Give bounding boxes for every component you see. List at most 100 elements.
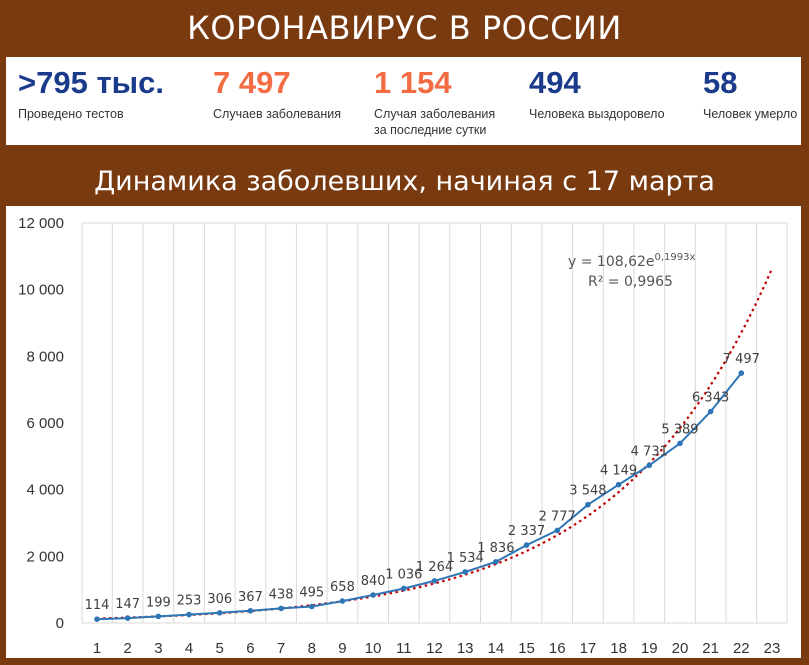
data-point <box>493 559 499 565</box>
stat-label-line: Проведено тестов <box>18 107 124 121</box>
data-point <box>216 610 223 616</box>
data-point <box>186 611 192 618</box>
data-point <box>124 615 131 621</box>
x-tick-label: 10 <box>365 640 382 657</box>
data-label: 4 731 <box>631 444 668 459</box>
x-tick-label: 3 <box>154 640 162 657</box>
y-tick-label: 6 000 <box>26 415 64 432</box>
data-label: 4 149 <box>600 464 637 479</box>
y-tick-label: 12 000 <box>18 215 64 232</box>
stat-value: 494 <box>529 65 581 100</box>
data-point <box>523 542 530 548</box>
data-label: 7 497 <box>723 352 760 367</box>
x-tick-label: 18 <box>610 640 627 657</box>
data-label: 658 <box>330 580 355 595</box>
x-tick-label: 19 <box>641 640 658 657</box>
stat-label-line: Случаев заболевания <box>213 107 341 121</box>
data-label: 114 <box>85 598 110 613</box>
data-label: 6 343 <box>692 391 729 406</box>
x-tick-label: 22 <box>733 640 750 657</box>
data-label: 147 <box>115 597 140 612</box>
x-tick-label: 12 <box>426 640 443 657</box>
stats-panel: >795 тыс. Проведено тестов 7 497 Случаев за… <box>6 57 801 145</box>
series-line <box>96 372 743 621</box>
x-tick-label: 14 <box>488 640 505 657</box>
trend-equation: y = 108,62e0,1993x <box>568 252 696 270</box>
x-tick-label: 7 <box>277 640 285 657</box>
stat-value: 1 154 <box>374 65 452 100</box>
data-label: 1 534 <box>447 551 484 566</box>
data-point <box>585 501 591 508</box>
page-title: КОРОНАВИРУС В РОССИИ <box>0 0 809 56</box>
stat-value: 58 <box>703 65 738 100</box>
y-tick-label: 0 <box>56 615 64 632</box>
data-point <box>738 370 745 376</box>
x-tick-label: 6 <box>246 640 254 657</box>
x-tick-label: 4 <box>185 640 193 657</box>
trend-equation-base: y = 108,62e <box>568 254 655 270</box>
x-tick-label: 2 <box>124 640 132 657</box>
stat-value: >795 тыс. <box>18 65 164 100</box>
trend-r-squared: R² = 0,9965 <box>588 274 673 290</box>
data-label: 1 264 <box>416 560 453 575</box>
stat-label-line: Случая заболевания <box>374 107 496 121</box>
data-point <box>247 607 254 614</box>
stat-label-line: за последние сутки <box>374 123 487 137</box>
data-label: 438 <box>269 587 294 602</box>
stat-label: Случаев заболевания <box>213 106 341 122</box>
x-tick-label: 8 <box>308 640 316 657</box>
data-label: 2 777 <box>539 509 576 524</box>
data-label: 306 <box>207 592 232 607</box>
y-tick-label: 4 000 <box>26 482 64 499</box>
data-label: 495 <box>299 586 324 601</box>
stat-label: Случая заболевания за последние сутки <box>374 106 495 138</box>
x-tick-label: 9 <box>338 640 346 657</box>
trend-equation-exponent: 0,1993x <box>655 252 696 263</box>
data-label: 840 <box>361 574 386 589</box>
x-tick-label: 20 <box>672 640 689 657</box>
data-point <box>462 569 468 575</box>
data-label: 1 836 <box>477 541 514 556</box>
chart-title: Динамика заболевших, начиная с 17 марта <box>0 157 809 207</box>
data-point <box>554 527 561 534</box>
data-label: 253 <box>177 594 202 609</box>
x-tick-label: 23 <box>764 640 781 657</box>
data-point <box>278 605 284 612</box>
x-tick-label: 11 <box>396 640 412 657</box>
data-point <box>94 616 100 622</box>
data-label: 5 389 <box>661 422 698 437</box>
x-tick-label: 15 <box>518 640 535 657</box>
data-label: 3 548 <box>569 484 606 499</box>
stat-value: 7 497 <box>213 65 291 100</box>
x-tick-label: 16 <box>549 640 566 657</box>
x-tick-label: 17 <box>580 640 597 657</box>
x-tick-label: 1 <box>93 640 101 657</box>
stat-label-line: Человек умерло <box>703 107 798 121</box>
data-point <box>431 578 438 584</box>
stat-label: Человек умерло <box>703 106 797 122</box>
y-tick-label: 10 000 <box>18 282 64 299</box>
stat-label-line: Человека выздоровело <box>529 107 665 121</box>
y-tick-label: 8 000 <box>26 348 64 365</box>
data-point <box>707 408 714 415</box>
x-tick-label: 21 <box>702 640 719 657</box>
stat-label: Человека выздоровело <box>529 106 665 122</box>
plot-frame <box>81 222 788 624</box>
data-point <box>615 481 622 488</box>
x-tick-label: 5 <box>216 640 224 657</box>
data-label: 1 036 <box>385 567 422 582</box>
data-point <box>155 613 162 620</box>
data-point <box>646 462 653 469</box>
stat-label: Проведено тестов <box>18 106 124 122</box>
data-point <box>339 598 346 604</box>
x-tick-label: 13 <box>457 640 474 657</box>
data-point <box>401 585 407 592</box>
data-label: 2 337 <box>508 524 545 539</box>
y-tick-label: 2 000 <box>26 548 64 565</box>
data-label: 367 <box>238 590 263 605</box>
data-label: 199 <box>146 595 171 610</box>
data-point <box>308 603 315 610</box>
data-point <box>677 440 683 447</box>
